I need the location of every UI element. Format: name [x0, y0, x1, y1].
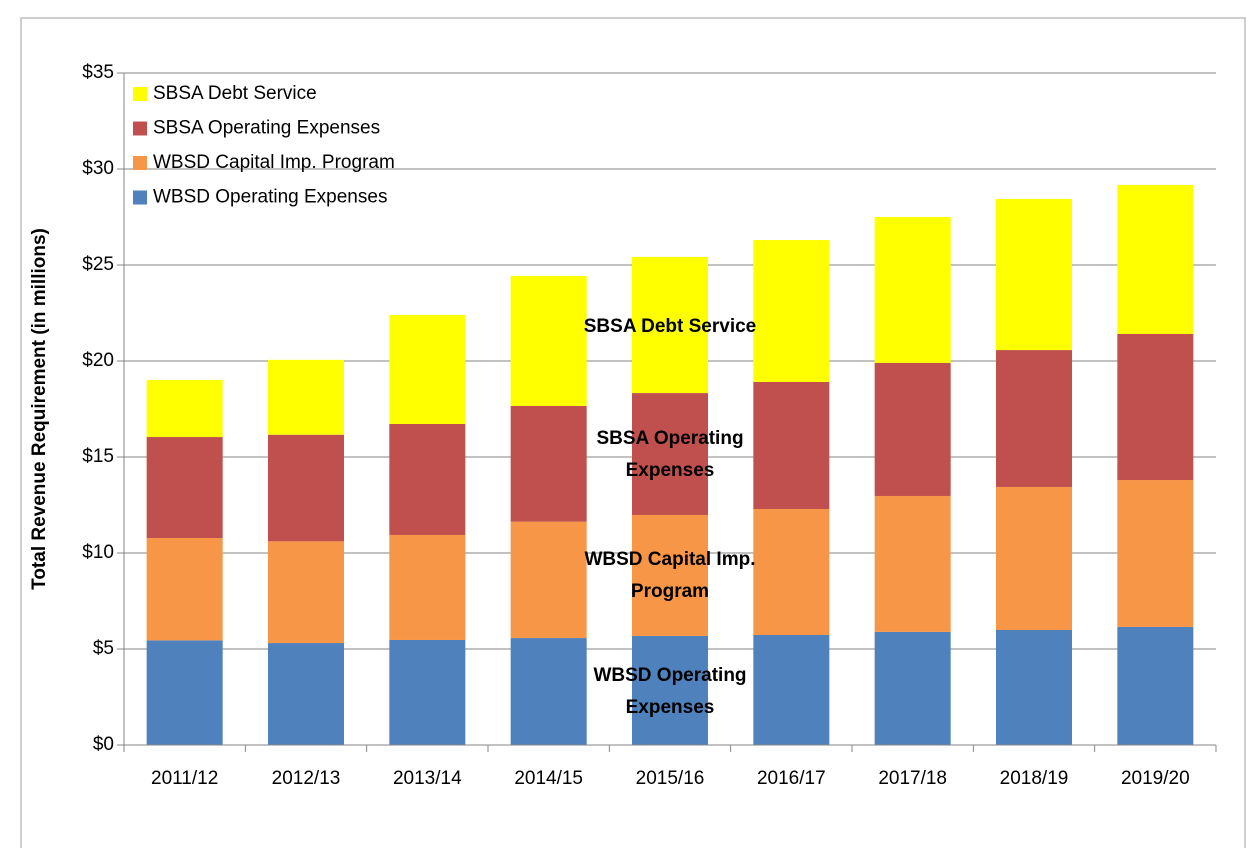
bar-segment: [874, 217, 951, 363]
y-tick-label: $25: [82, 254, 114, 275]
bar-segment: [874, 495, 951, 632]
y-tick-label: $0: [93, 734, 114, 755]
bar-segment: [996, 486, 1072, 630]
bar-segment: [753, 634, 830, 745]
x-tick-label: 2018/19: [1000, 768, 1069, 789]
bar-segment: [753, 509, 830, 635]
legend-label: SBSA Debt Service: [153, 83, 317, 104]
y-axis-label: Total Revenue Requirement (in millions): [29, 228, 50, 590]
bar-segment: [146, 380, 223, 438]
bar-segment: [146, 437, 223, 539]
bar-segment: [874, 362, 951, 496]
y-tick-label: $15: [82, 446, 114, 467]
bar-segment: [1117, 480, 1194, 627]
bar-segment: [996, 198, 1072, 351]
bar-segment: [146, 640, 223, 745]
bar-segment: [753, 381, 830, 510]
bar-segment: [389, 314, 466, 424]
bar-segment: [1117, 333, 1194, 481]
bar-segment: [510, 521, 587, 639]
bar-segment: [510, 405, 587, 522]
bar-segment: [632, 393, 708, 515]
chart-border: [20, 17, 1246, 848]
annotation: SBSA Operating: [596, 428, 743, 449]
bar-segment: [632, 514, 708, 636]
annotation: SBSA Debt Service: [584, 316, 756, 337]
bar-segment: [268, 541, 344, 644]
y-tick-label: $30: [82, 158, 114, 179]
bar-segment: [510, 275, 587, 406]
annotation: Expenses: [626, 460, 715, 481]
legend-swatch: [133, 87, 147, 101]
bar-segment: [146, 538, 223, 641]
annotation: Expenses: [626, 697, 715, 718]
bar-segment: [510, 638, 587, 745]
x-tick-label: 2016/17: [757, 768, 826, 789]
x-tick-label: 2014/15: [514, 768, 583, 789]
y-tick-label: $10: [82, 542, 114, 563]
bar-segment: [753, 240, 830, 382]
bar-segment: [874, 631, 951, 745]
legend-label: WBSD Capital Imp. Program: [153, 152, 395, 173]
annotation: Program: [631, 581, 709, 602]
bar-segment: [1117, 184, 1194, 334]
bar-segment: [632, 256, 708, 394]
legend-swatch: [133, 190, 147, 205]
x-tick-label: 2013/14: [393, 768, 462, 789]
bar-segment: [389, 639, 466, 745]
x-tick-label: 2012/13: [272, 768, 341, 789]
bar-segment: [268, 359, 344, 435]
legend-swatch: [133, 121, 147, 136]
x-tick-label: 2011/12: [151, 768, 218, 789]
bar-segment: [996, 350, 1072, 487]
bar-segment: [389, 423, 466, 535]
bar-segment: [268, 643, 344, 745]
x-tick-label: 2015/16: [636, 768, 705, 789]
bar-segment: [268, 434, 344, 542]
legend-label: SBSA Operating Expenses: [153, 118, 380, 139]
annotation: WBSD Operating: [593, 665, 746, 686]
y-tick-label: $20: [82, 350, 114, 371]
x-tick-label: 2017/18: [878, 768, 947, 789]
legend-swatch: [133, 156, 147, 170]
annotation: WBSD Capital Imp.: [584, 549, 755, 570]
legend-label: WBSD Operating Expenses: [153, 187, 387, 208]
bar-segment: [632, 635, 708, 745]
y-tick-label: $5: [93, 638, 114, 659]
bar-segment: [1117, 626, 1194, 745]
bar-segment: [996, 629, 1072, 745]
x-tick-label: 2019/20: [1121, 768, 1190, 789]
y-tick-label: $35: [82, 62, 114, 83]
bar-segment: [389, 534, 466, 640]
